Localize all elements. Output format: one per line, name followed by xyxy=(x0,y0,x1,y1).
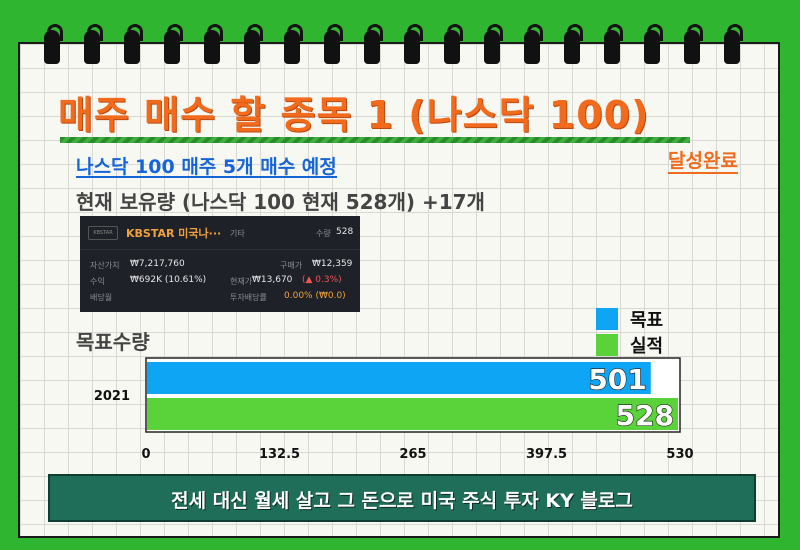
footer-banner: 전세 대신 월세 살고 그 돈으로 미국 주식 투자 KY 블로그 xyxy=(48,474,756,522)
binder-ring-icon xyxy=(524,24,543,64)
binder-ring-icon xyxy=(724,24,743,64)
binder-ring-icon xyxy=(324,24,343,64)
binder-ring-icon xyxy=(484,24,503,64)
dividend-yield-value: 0.00% (₩0.0) xyxy=(284,291,346,301)
binder-ring-icon xyxy=(164,24,183,64)
fund-name: KBSTAR 미국나··· xyxy=(126,227,222,240)
asset-label: 자산가치 xyxy=(90,261,120,270)
chart-section-label: 목표수량 xyxy=(76,330,150,354)
profit-label: 수익 xyxy=(90,277,105,286)
holding-line: 현재 보유량 (나스닥 100 현재 528개) +17개 xyxy=(76,190,485,214)
page-title: 매주 매수 할 종목 1 (나스닥 100) xyxy=(58,93,650,137)
qty-label: 수량 xyxy=(316,229,331,238)
data-label-actual: 528 xyxy=(616,399,674,432)
footer-text: 전세 대신 월세 살고 그 돈으로 미국 주식 투자 KY 블로그 xyxy=(171,490,633,512)
dividend-month-label: 배당월 xyxy=(90,293,113,302)
binder-ring-icon xyxy=(564,24,583,64)
data-label-target: 501 xyxy=(588,363,646,396)
binder-ring-icon xyxy=(444,24,463,64)
fund-logo-icon: KBSTAR xyxy=(88,226,118,240)
x-tick-label: 530 xyxy=(666,447,693,462)
current-label: 현재가 xyxy=(230,277,253,286)
binder-ring-icon xyxy=(684,24,703,64)
legend-label-actual: 실적 xyxy=(630,336,664,357)
bar-target xyxy=(147,362,651,394)
legend-label-target: 목표 xyxy=(630,310,664,331)
binder-ring-icon xyxy=(284,24,303,64)
binder-ring-icon xyxy=(84,24,103,64)
current-change: (▲ 0.3%) xyxy=(302,275,342,285)
legend-swatch-actual xyxy=(596,334,618,356)
fund-category: 기타 xyxy=(230,229,245,238)
legend-swatch-target xyxy=(596,308,618,330)
binder-ring-icon xyxy=(204,24,223,64)
binder-ring-icon xyxy=(244,24,263,64)
x-tick-label: 265 xyxy=(399,447,426,462)
card-divider xyxy=(80,249,360,250)
category-label: 2021 xyxy=(94,389,130,404)
binder-ring-icon xyxy=(404,24,423,64)
status-badge: 달성완료 xyxy=(668,146,738,174)
binder-ring-icon xyxy=(124,24,143,64)
x-tick-label: 397.5 xyxy=(526,447,567,462)
subtitle: 나스닥 100 매주 5개 매수 예정 xyxy=(76,152,337,178)
binder-ring-icon xyxy=(44,24,63,64)
bar-actual xyxy=(147,398,678,430)
x-tick-label: 132.5 xyxy=(259,447,300,462)
dividend-yield-label: 투자배당률 xyxy=(230,293,267,302)
binder-ring-icon xyxy=(604,24,623,64)
asset-value: ₩7,217,760 xyxy=(130,259,185,269)
binder-ring-icon xyxy=(644,24,663,64)
binder-ring-icon xyxy=(364,24,383,64)
title-underline xyxy=(60,137,690,143)
buy-value: ₩12,359 xyxy=(312,259,353,269)
holding-card: KBSTAR KBSTAR 미국나··· 기타 수량 528 자산가치 ₩7,2… xyxy=(80,216,360,312)
buy-label: 구매가 xyxy=(280,261,303,270)
x-tick-label: 0 xyxy=(141,447,150,462)
qty-value: 528 xyxy=(336,227,354,237)
current-value: ₩13,670 xyxy=(252,275,293,285)
profit-value: ₩692K (10.61%) xyxy=(130,275,207,285)
